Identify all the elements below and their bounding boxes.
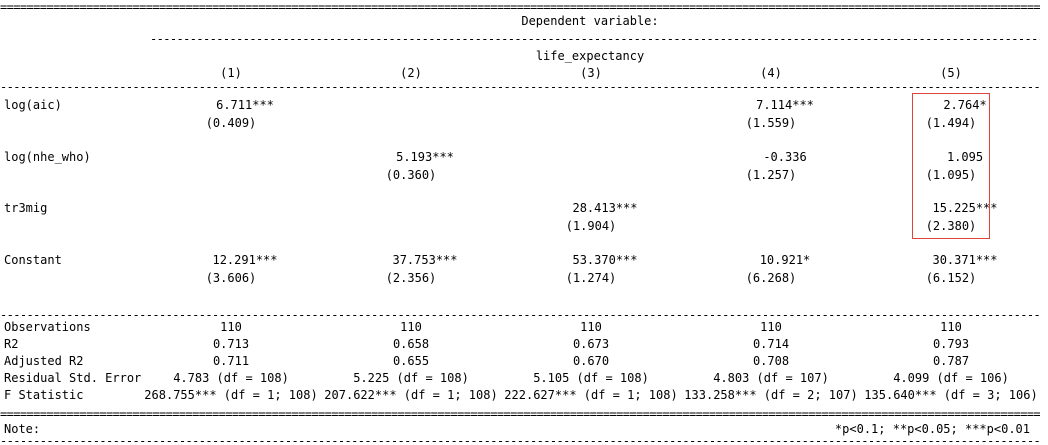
coefficient-cell: 15.225*** xyxy=(932,201,998,215)
header-dash-rule: ----------------------------------------… xyxy=(150,35,1040,43)
stat-value: 110 xyxy=(760,320,782,334)
stats-bottom-double-rule: ========================================… xyxy=(0,410,1040,418)
standard-error-cell: (1.559) xyxy=(745,116,797,130)
stat-value: 133.258*** (df = 2; 107) xyxy=(684,388,858,402)
coefficient-cell: 37.753*** xyxy=(392,253,458,267)
coefficient-cell: 10.921* xyxy=(759,253,811,267)
top-double-rule: ========================================… xyxy=(0,3,1040,11)
standard-error-cell: (1.274) xyxy=(565,271,617,285)
standard-error-cell: (1.095) xyxy=(925,168,977,182)
stat-value: 135.640*** (df = 3; 106) xyxy=(864,388,1038,402)
standard-error-cell: (0.409) xyxy=(205,116,257,130)
column-header: (3) xyxy=(580,66,602,80)
column-header: (2) xyxy=(400,66,422,80)
standard-error-cell: (3.606) xyxy=(205,271,257,285)
stat-value: 0.793 xyxy=(932,337,970,351)
column-header: (5) xyxy=(940,66,962,80)
highlight-box xyxy=(912,93,990,239)
standard-error-cell: (6.268) xyxy=(745,271,797,285)
dependent-variable-name: life_expectancy xyxy=(535,49,645,63)
standard-error-cell: (2.356) xyxy=(385,271,437,285)
coefficient-cell: 30.371*** xyxy=(932,253,998,267)
header-bottom-rule: ----------------------------------------… xyxy=(0,83,1040,91)
variable-label: log(nhe_who) xyxy=(4,150,91,164)
stat-value: 0.714 xyxy=(752,337,790,351)
standard-error-cell: (1.257) xyxy=(745,168,797,182)
stats-top-rule: ----------------------------------------… xyxy=(0,311,1040,319)
stat-value: 110 xyxy=(940,320,962,334)
column-header: (1) xyxy=(220,66,242,80)
stat-value: 207.622*** (df = 1; 108) xyxy=(324,388,498,402)
coefficient-cell: -0.336 xyxy=(763,150,807,164)
stat-value: 0.658 xyxy=(392,337,430,351)
stat-label: R2 xyxy=(4,337,19,351)
stat-value: 110 xyxy=(220,320,242,334)
standard-error-cell: (6.152) xyxy=(925,271,977,285)
significance-note: *p<0.1; **p<0.05; ***p<0.01 xyxy=(834,422,1030,436)
stat-value: 0.708 xyxy=(752,354,790,368)
stat-value: 5.225 (df = 108) xyxy=(353,371,469,385)
coefficient-cell: 12.291*** xyxy=(212,253,278,267)
stat-value: 4.803 (df = 107) xyxy=(713,371,829,385)
coefficient-cell: 2.764* xyxy=(943,98,987,112)
note-label: Note: xyxy=(4,422,41,436)
stat-value: 110 xyxy=(580,320,602,334)
column-header: (4) xyxy=(760,66,782,80)
coefficient-cell: 28.413*** xyxy=(572,201,638,215)
stat-value: 0.711 xyxy=(212,354,250,368)
stat-value: 0.670 xyxy=(572,354,610,368)
variable-label: Constant xyxy=(4,253,62,267)
standard-error-cell: (0.360) xyxy=(385,168,437,182)
coefficient-cell: 6.711*** xyxy=(216,98,274,112)
stat-label: Residual Std. Error xyxy=(4,371,142,385)
standard-error-cell: (1.904) xyxy=(565,219,617,233)
standard-error-cell: (1.494) xyxy=(925,116,977,130)
stat-value: 4.099 (df = 106) xyxy=(893,371,1009,385)
variable-label: log(aic) xyxy=(4,98,62,112)
stat-label: Adjusted R2 xyxy=(4,354,84,368)
variable-label: tr3mig xyxy=(4,201,48,215)
coefficient-cell: 5.193*** xyxy=(396,150,454,164)
stat-value: 268.755*** (df = 1; 108) xyxy=(144,388,318,402)
dependent-variable-label: Dependent variable: xyxy=(521,14,659,28)
stat-value: 0.673 xyxy=(572,337,610,351)
coefficient-cell: 53.370*** xyxy=(572,253,638,267)
stat-label: F Statistic xyxy=(4,388,84,402)
stat-value: 110 xyxy=(400,320,422,334)
footer-dash-rule: ----------------------------------------… xyxy=(0,437,1040,445)
stat-value: 0.655 xyxy=(392,354,430,368)
coefficient-cell: 7.114*** xyxy=(756,98,814,112)
stat-value: 0.713 xyxy=(212,337,250,351)
stat-label: Observations xyxy=(4,320,91,334)
stat-value: 0.787 xyxy=(932,354,970,368)
stat-value: 4.783 (df = 108) xyxy=(173,371,289,385)
stat-value: 222.627*** (df = 1; 108) xyxy=(504,388,678,402)
stat-value: 5.105 (df = 108) xyxy=(533,371,649,385)
coefficient-cell: 1.095 xyxy=(946,150,984,164)
standard-error-cell: (2.380) xyxy=(925,219,977,233)
